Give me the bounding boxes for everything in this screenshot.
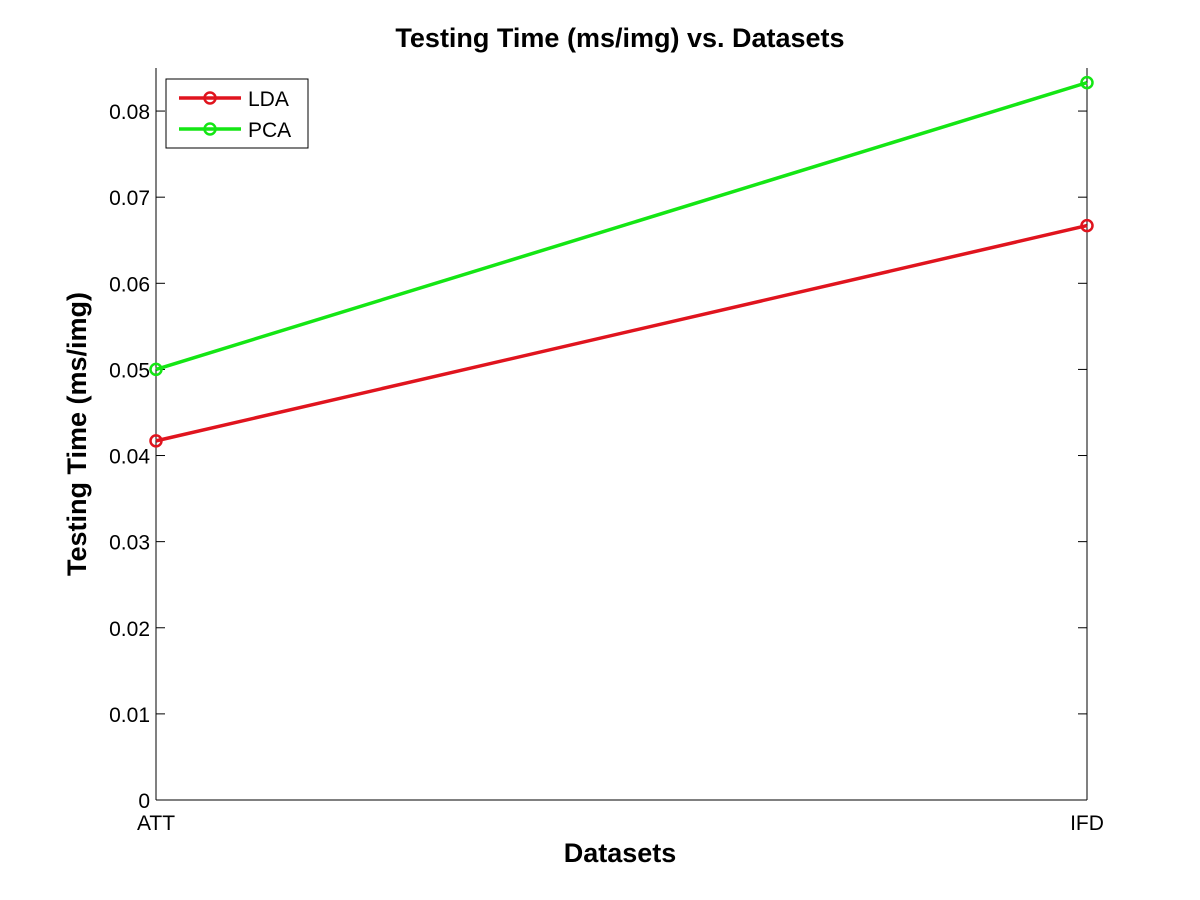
legend-box: [165, 78, 309, 149]
y-tick-label: 0.07: [109, 187, 150, 210]
legend-label-pca: PCA: [248, 119, 291, 142]
y-tick-label: 0: [138, 790, 150, 813]
y-tick-label: 0.03: [109, 532, 150, 555]
x-axis-label: Datasets: [564, 838, 677, 868]
series-line-pca: [155, 80, 1088, 372]
series-line-lda: [155, 223, 1088, 443]
y-axis-label: Testing Time (ms/img): [62, 292, 92, 576]
x-ticks: ATT IFD: [137, 791, 1104, 835]
y-ticks: 0 0.01 0.02 0.03 0.04 0.05 0.06 0.07 0.08: [109, 101, 1087, 813]
legend-label-lda: LDA: [248, 88, 289, 111]
series-group: [149, 75, 1094, 448]
y-tick-label: 0.06: [109, 273, 150, 296]
data-point-pca: [1080, 75, 1094, 90]
series-pca: [149, 75, 1094, 377]
x-tick-label: IFD: [1070, 812, 1104, 835]
data-point-lda: [149, 434, 163, 448]
data-point-lda: [1080, 218, 1094, 233]
chart-title: Testing Time (ms/img) vs. Datasets: [395, 23, 844, 53]
legend-marker-lda: [203, 91, 217, 105]
legend: LDA PCA: [165, 78, 309, 149]
y-tick-label: 0.01: [109, 704, 150, 727]
legend-marker-pca: [203, 122, 217, 136]
x-tick-label: ATT: [137, 812, 175, 835]
y-tick-label: 0.08: [109, 101, 150, 124]
series-lda: [149, 218, 1094, 448]
y-tick-label: 0.02: [109, 618, 150, 641]
data-point-pca: [149, 362, 163, 377]
y-tick-label: 0.04: [109, 446, 150, 469]
plot-area: [155, 68, 1088, 801]
y-tick-label: 0.05: [109, 359, 150, 382]
